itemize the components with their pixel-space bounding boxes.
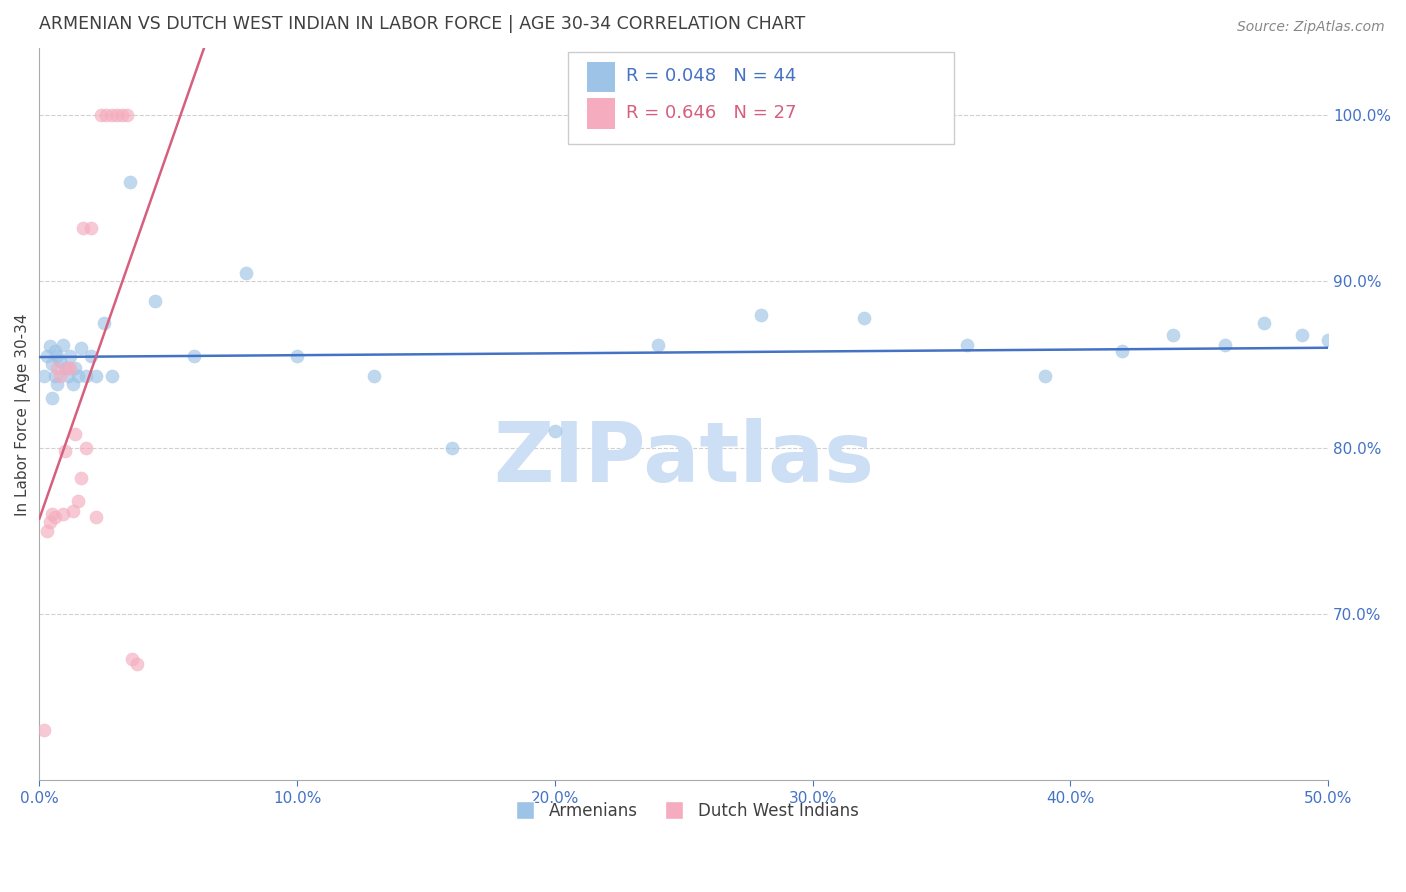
- Point: [49, 354, 72, 368]
- Point: [1291, 327, 1313, 342]
- Point: [41, 358, 63, 372]
- Point: [65, 360, 87, 375]
- Point: [66, 494, 89, 508]
- Point: [1253, 316, 1275, 330]
- Point: [56, 369, 79, 384]
- Text: R = 0.646   N = 27: R = 0.646 N = 27: [626, 103, 796, 122]
- Point: [75, 369, 97, 384]
- Point: [1330, 360, 1353, 375]
- Point: [44, 369, 66, 384]
- Point: [62, 377, 84, 392]
- Point: [38, 516, 60, 530]
- Point: [34, 723, 56, 738]
- Point: [1163, 327, 1185, 342]
- Point: [285, 349, 308, 363]
- Point: [35, 524, 58, 538]
- FancyBboxPatch shape: [568, 52, 955, 144]
- Point: [75, 441, 97, 455]
- Point: [143, 294, 166, 309]
- Point: [853, 310, 876, 325]
- Y-axis label: In Labor Force | Age 30-34: In Labor Force | Age 30-34: [15, 313, 31, 516]
- Point: [84, 510, 107, 524]
- Point: [51, 337, 73, 351]
- Point: [34, 369, 56, 384]
- Point: [1111, 344, 1133, 359]
- Point: [105, 108, 128, 122]
- Point: [44, 344, 66, 359]
- Point: [118, 174, 141, 188]
- Point: [59, 360, 82, 375]
- Point: [69, 470, 91, 484]
- Point: [65, 427, 87, 442]
- Point: [56, 360, 79, 375]
- Point: [84, 369, 107, 384]
- Point: [111, 108, 134, 122]
- Point: [51, 507, 73, 521]
- Point: [647, 337, 669, 351]
- Point: [53, 360, 76, 375]
- Point: [38, 339, 60, 353]
- Point: [1343, 369, 1365, 384]
- Point: [41, 391, 63, 405]
- Point: [121, 652, 143, 666]
- Point: [46, 377, 69, 392]
- Point: [1213, 337, 1236, 351]
- Point: [100, 108, 122, 122]
- Text: Source: ZipAtlas.com: Source: ZipAtlas.com: [1237, 20, 1385, 34]
- Point: [440, 441, 463, 455]
- Bar: [588, 98, 616, 129]
- Point: [100, 369, 122, 384]
- Point: [66, 369, 89, 384]
- Point: [53, 444, 76, 458]
- Point: [44, 510, 66, 524]
- Bar: [588, 62, 616, 93]
- Point: [1033, 369, 1056, 384]
- Point: [96, 108, 118, 122]
- Point: [49, 369, 72, 384]
- Legend: Armenians, Dutch West Indians: Armenians, Dutch West Indians: [502, 796, 865, 827]
- Text: ARMENIAN VS DUTCH WEST INDIAN IN LABOR FORCE | AGE 30-34 CORRELATION CHART: ARMENIAN VS DUTCH WEST INDIAN IN LABOR F…: [39, 15, 806, 33]
- Point: [90, 108, 112, 122]
- Point: [956, 337, 979, 351]
- Text: ZIPatlas: ZIPatlas: [494, 417, 875, 499]
- Point: [80, 349, 103, 363]
- Point: [46, 349, 69, 363]
- Point: [62, 504, 84, 518]
- Point: [115, 108, 138, 122]
- Point: [363, 369, 385, 384]
- Point: [59, 349, 82, 363]
- Text: R = 0.048   N = 44: R = 0.048 N = 44: [626, 67, 796, 86]
- Point: [749, 308, 772, 322]
- Point: [69, 341, 91, 355]
- Point: [127, 657, 149, 671]
- Point: [72, 221, 94, 235]
- Point: [235, 266, 257, 280]
- Point: [41, 507, 63, 521]
- Point: [544, 424, 567, 438]
- Point: [1317, 333, 1340, 347]
- Point: [80, 221, 103, 235]
- Point: [46, 360, 69, 375]
- Point: [183, 349, 205, 363]
- Point: [35, 349, 58, 363]
- Point: [93, 316, 115, 330]
